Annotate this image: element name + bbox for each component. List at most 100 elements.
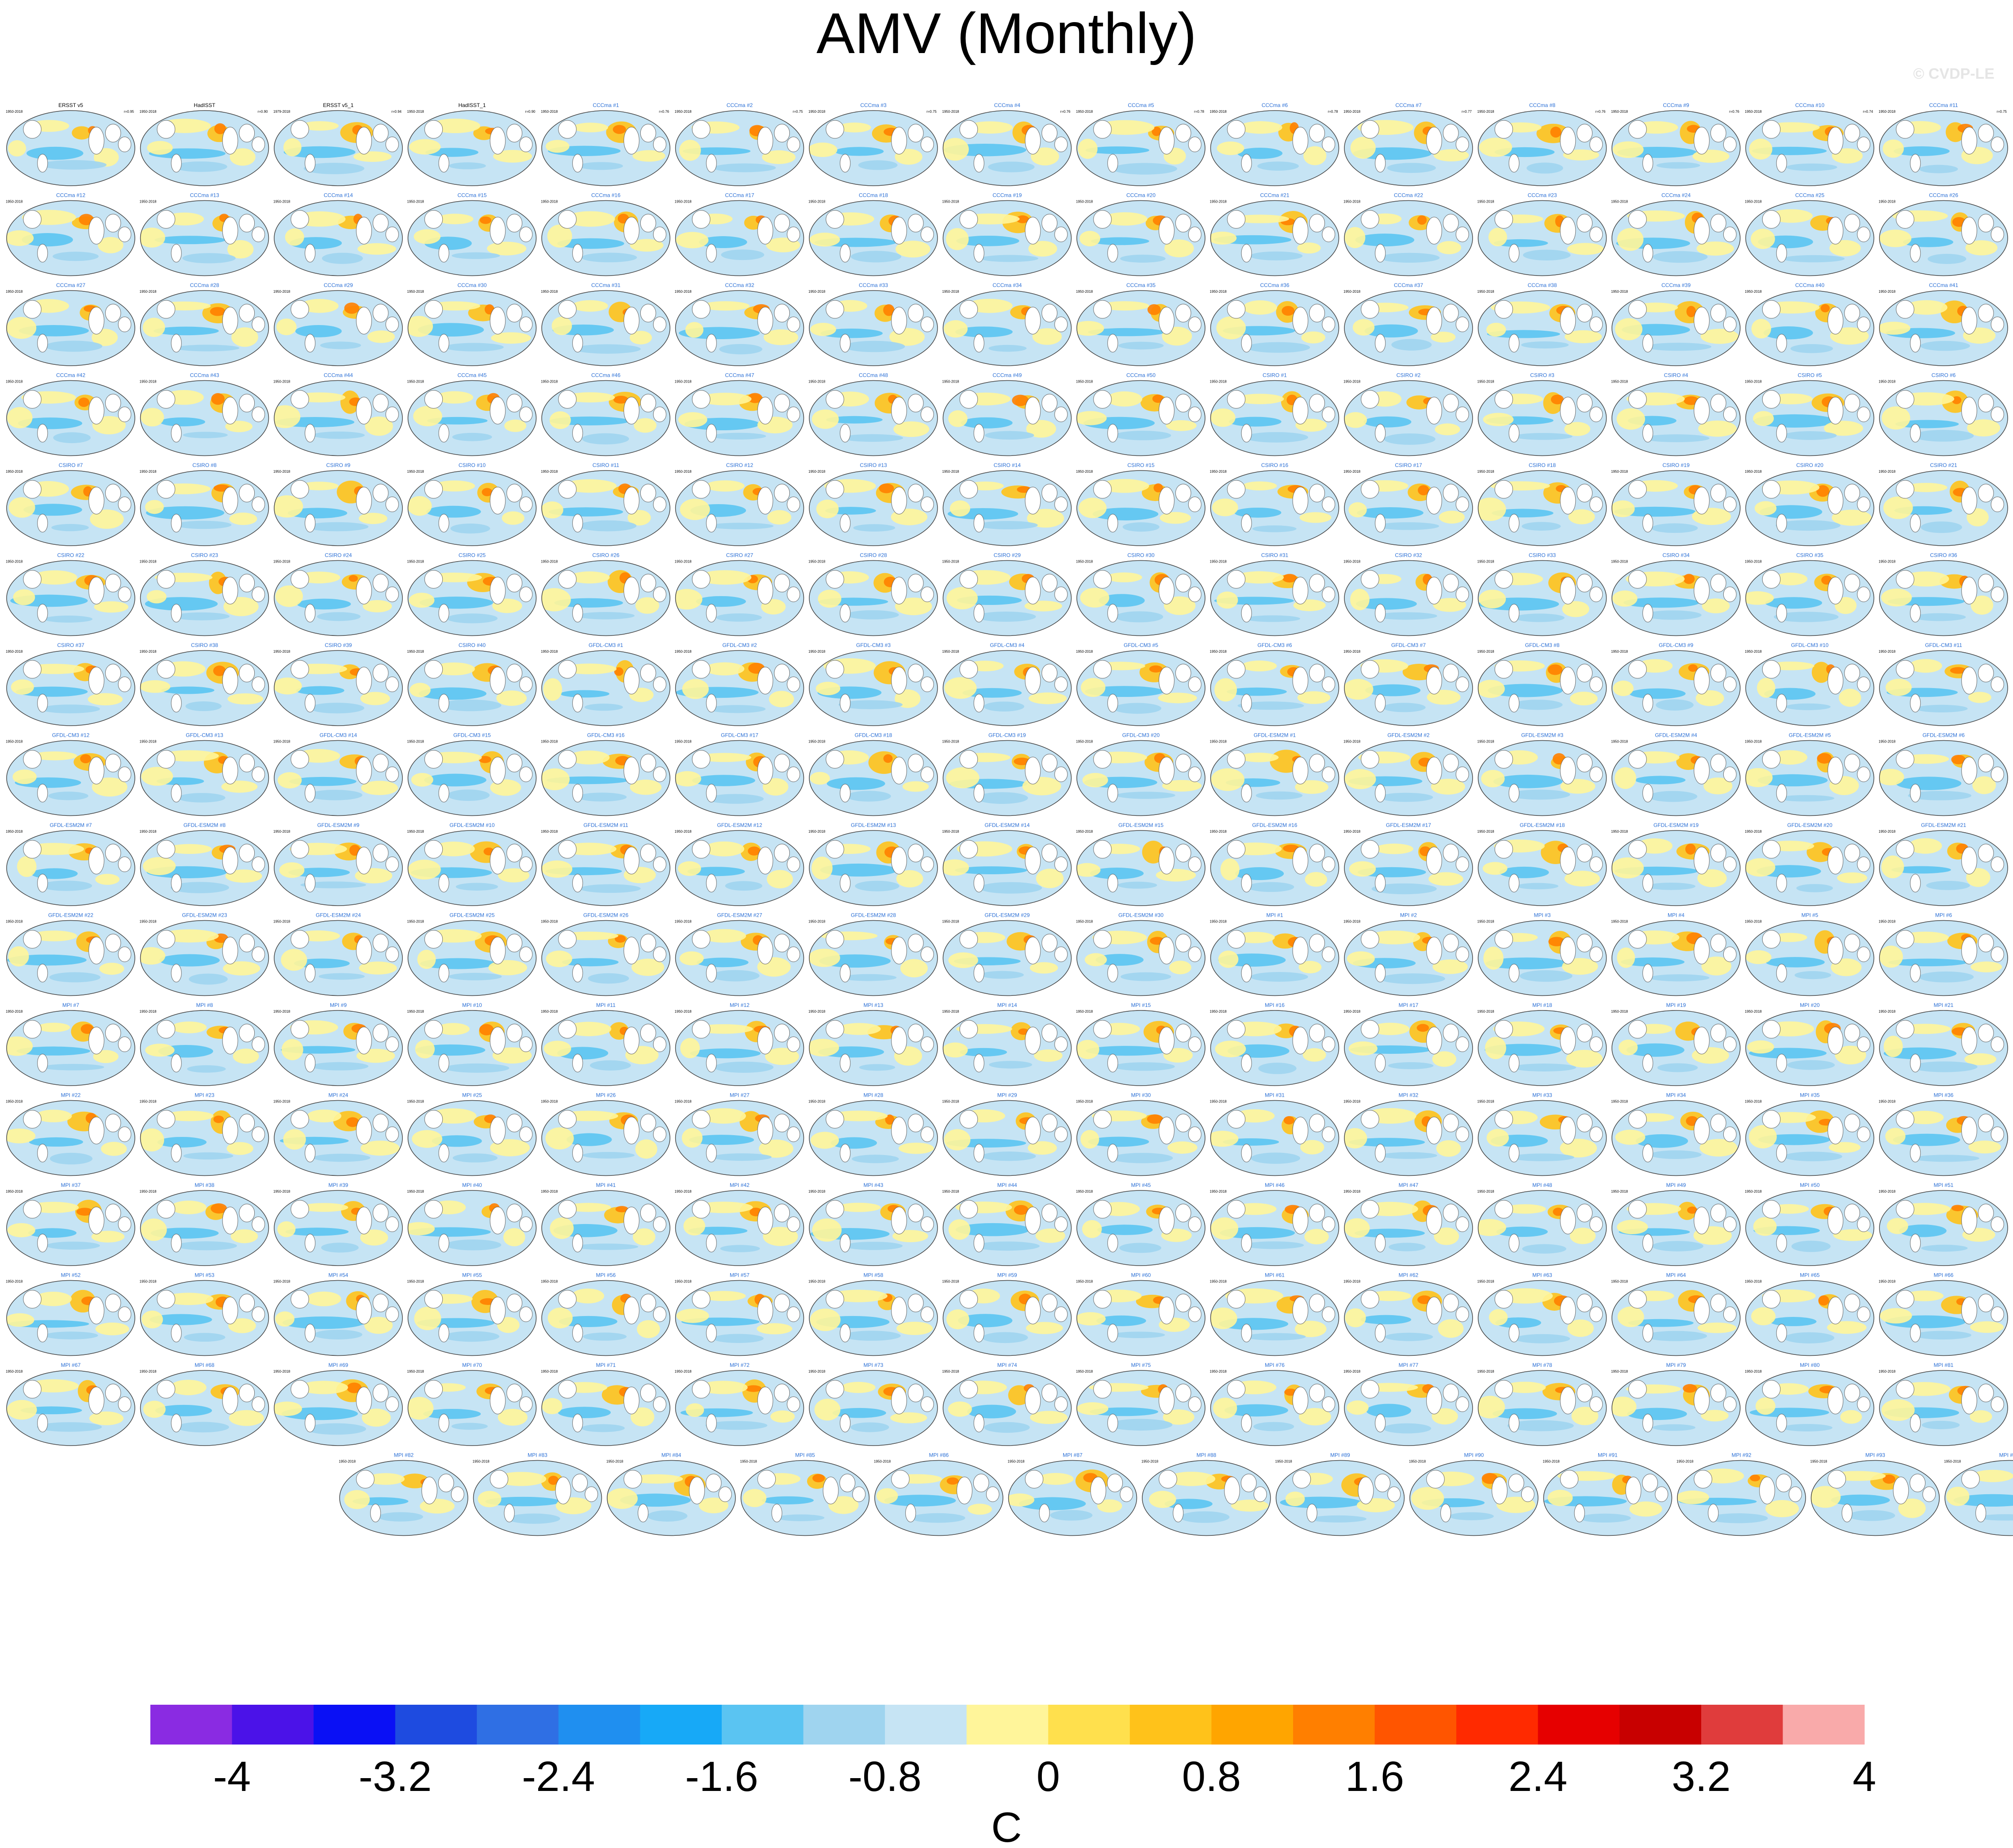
anomaly-region — [1612, 500, 1635, 517]
panel-period: 1950-2018 — [6, 920, 23, 924]
land-mass — [1827, 1470, 1846, 1488]
land-mass — [1054, 1217, 1068, 1232]
anomaly-region — [1428, 872, 1463, 886]
land-mass — [1309, 934, 1325, 953]
anomaly-region — [163, 1293, 214, 1305]
anomaly-region — [680, 498, 710, 520]
anomaly-region — [436, 214, 474, 225]
land-mass — [1041, 754, 1058, 773]
anomaly-region — [1299, 512, 1332, 523]
panel-period: 1950-2018 — [1343, 470, 1361, 474]
anomaly-region — [967, 121, 1013, 134]
land-mass — [291, 1200, 309, 1219]
land-mass — [1577, 304, 1593, 322]
anomaly-region — [1492, 1408, 1557, 1419]
land-mass — [438, 964, 449, 983]
land-mass — [1426, 397, 1442, 425]
anomaly-region — [631, 1407, 654, 1427]
panel-period: 1950-2018 — [675, 1280, 692, 1284]
land-mass — [640, 574, 656, 593]
anomaly-region — [1512, 700, 1563, 710]
land-mass — [1025, 1026, 1041, 1055]
map-outline — [874, 1460, 1003, 1536]
anomaly-region — [1953, 1494, 2013, 1507]
map-outline — [1677, 1460, 1806, 1536]
land-mass — [1426, 937, 1442, 964]
anomaly-region — [433, 662, 475, 676]
land-mass — [692, 1380, 711, 1399]
land-mass — [1159, 577, 1175, 605]
anomaly-region — [577, 792, 627, 802]
panel-title: MPI #72 — [730, 1362, 750, 1368]
anomaly-region — [94, 601, 129, 613]
panel-period: 1950-2018 — [1210, 1280, 1227, 1284]
panel-period: 1950-2018 — [1477, 1370, 1495, 1374]
anomaly-region — [545, 1127, 574, 1150]
land-mass — [572, 1414, 583, 1432]
land-mass — [1628, 1380, 1647, 1399]
anomaly-region — [1564, 871, 1600, 887]
land-mass — [757, 1386, 773, 1415]
panel-period: 1950-2018 — [1611, 740, 1628, 744]
anomaly-region — [1612, 857, 1644, 879]
map-outline — [1477, 470, 1607, 546]
panel-title: GFDL-CM3 #7 — [1391, 642, 1426, 648]
land-mass — [826, 840, 844, 859]
land-mass — [1041, 304, 1058, 322]
panel-period: 1950-2018 — [1676, 1460, 1694, 1464]
land-mass — [640, 1024, 656, 1042]
land-mass — [1175, 1384, 1191, 1402]
anomaly-region — [1881, 855, 1904, 879]
anomaly-region — [72, 126, 92, 140]
panel-title: MPI #62 — [1399, 1272, 1419, 1278]
land-mass — [424, 840, 443, 859]
land-mass — [1387, 1486, 1401, 1502]
panel-title: MPI #84 — [662, 1452, 681, 1458]
map-outline — [809, 470, 938, 546]
land-mass — [1375, 334, 1386, 352]
anomaly-region — [1389, 1243, 1426, 1251]
colorbar-tick-label: 4 — [1852, 1753, 1876, 1800]
land-mass — [1990, 1217, 2004, 1232]
panel-title: CCCma #12 — [56, 192, 85, 199]
land-mass — [1443, 664, 1459, 682]
anomaly-region — [413, 406, 442, 427]
land-mass — [1443, 574, 1459, 593]
land-mass — [239, 394, 255, 413]
panel-period: 1950-2018 — [1745, 920, 1762, 924]
land-mass — [157, 210, 176, 229]
panel-period: 1950-2018 — [942, 200, 960, 204]
panel-period: 1950-2018 — [1210, 1190, 1227, 1194]
land-mass — [1361, 480, 1379, 499]
anomaly-region — [1350, 589, 1370, 611]
land-mass — [372, 844, 389, 862]
panel-title: MPI #14 — [997, 1002, 1017, 1008]
anomaly-region — [1612, 1397, 1637, 1417]
panel-period: 1950-2018 — [1611, 1370, 1628, 1374]
land-mass — [1188, 137, 1202, 152]
land-mass — [356, 397, 372, 425]
anomaly-region — [1612, 141, 1644, 158]
anomaly-region — [1285, 1492, 1305, 1507]
land-mass — [1375, 694, 1386, 712]
anomaly-region — [1905, 482, 1948, 492]
land-mass — [239, 1204, 255, 1222]
land-mass — [1628, 750, 1647, 769]
map-outline — [675, 200, 804, 276]
anomaly-region — [452, 1153, 498, 1163]
land-mass — [1159, 1026, 1175, 1055]
anomaly-region — [1848, 1510, 1895, 1521]
land-mass — [1188, 226, 1202, 242]
land-mass — [1292, 577, 1309, 605]
panel-title: GFDL-CM3 #1 — [589, 642, 623, 648]
anomaly-region — [487, 241, 527, 256]
map-outline — [1344, 1190, 1473, 1266]
